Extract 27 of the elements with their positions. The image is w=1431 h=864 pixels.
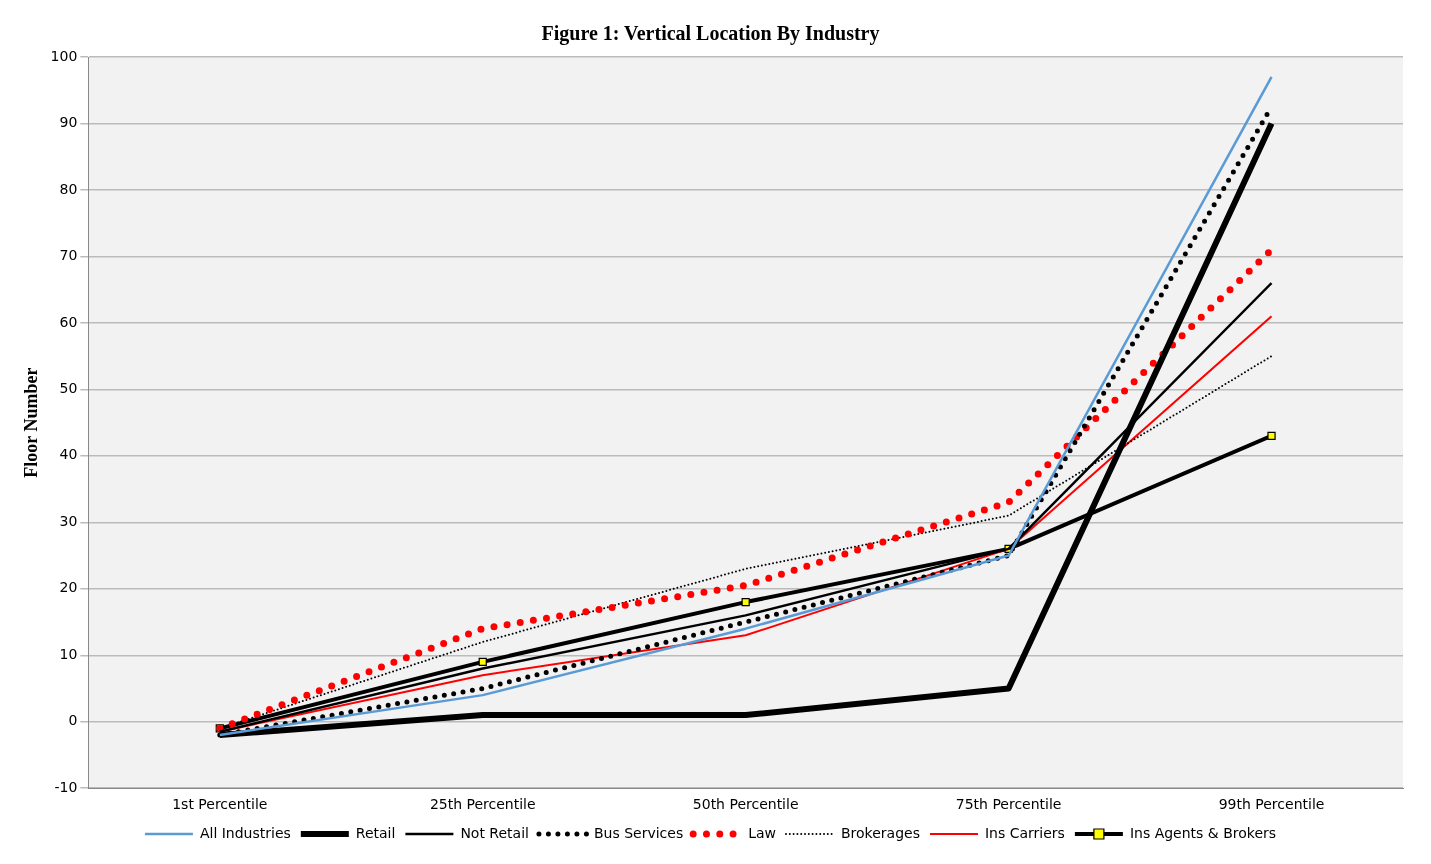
x-tick-label: 75th Percentile xyxy=(955,796,1062,813)
y-tick-label: 100 xyxy=(50,47,78,64)
y-tick-label: 50 xyxy=(59,380,78,396)
legend-label: Not Retail xyxy=(460,824,529,841)
legend-label: Brokerages xyxy=(841,824,920,841)
legend-label: Law xyxy=(748,824,777,841)
y-tick-label: 0 xyxy=(68,712,78,729)
x-tick-label: 1st Percentile xyxy=(172,796,268,813)
y-tick-label: 20 xyxy=(59,579,78,596)
y-tick-label: -10 xyxy=(54,778,78,795)
y-tick-label: 30 xyxy=(59,512,78,529)
legend-label: Ins Agents & Brokers xyxy=(1129,824,1277,841)
y-tick-label: 80 xyxy=(59,180,78,197)
legend-label: All Industries xyxy=(199,824,291,841)
chart-title: Figure 1: Vertical Location By Industry xyxy=(541,22,880,46)
y-tick-label: 70 xyxy=(59,247,78,264)
y-tick-label: 40 xyxy=(59,446,78,463)
y-axis-title: Floor Number xyxy=(21,367,42,478)
legend-label: Ins Carriers xyxy=(984,824,1065,841)
y-tick-label: 10 xyxy=(59,645,78,662)
x-tick-label: 99th Percentile xyxy=(1218,796,1325,813)
x-tick-label: 50th Percentile xyxy=(692,796,799,813)
x-tick-label: 25th Percentile xyxy=(429,796,536,813)
y-tick-label: 90 xyxy=(59,114,78,131)
y-tick-label: 60 xyxy=(59,313,78,330)
legend-label: Retail xyxy=(355,824,396,841)
legend-label: Bus Services xyxy=(593,824,684,841)
